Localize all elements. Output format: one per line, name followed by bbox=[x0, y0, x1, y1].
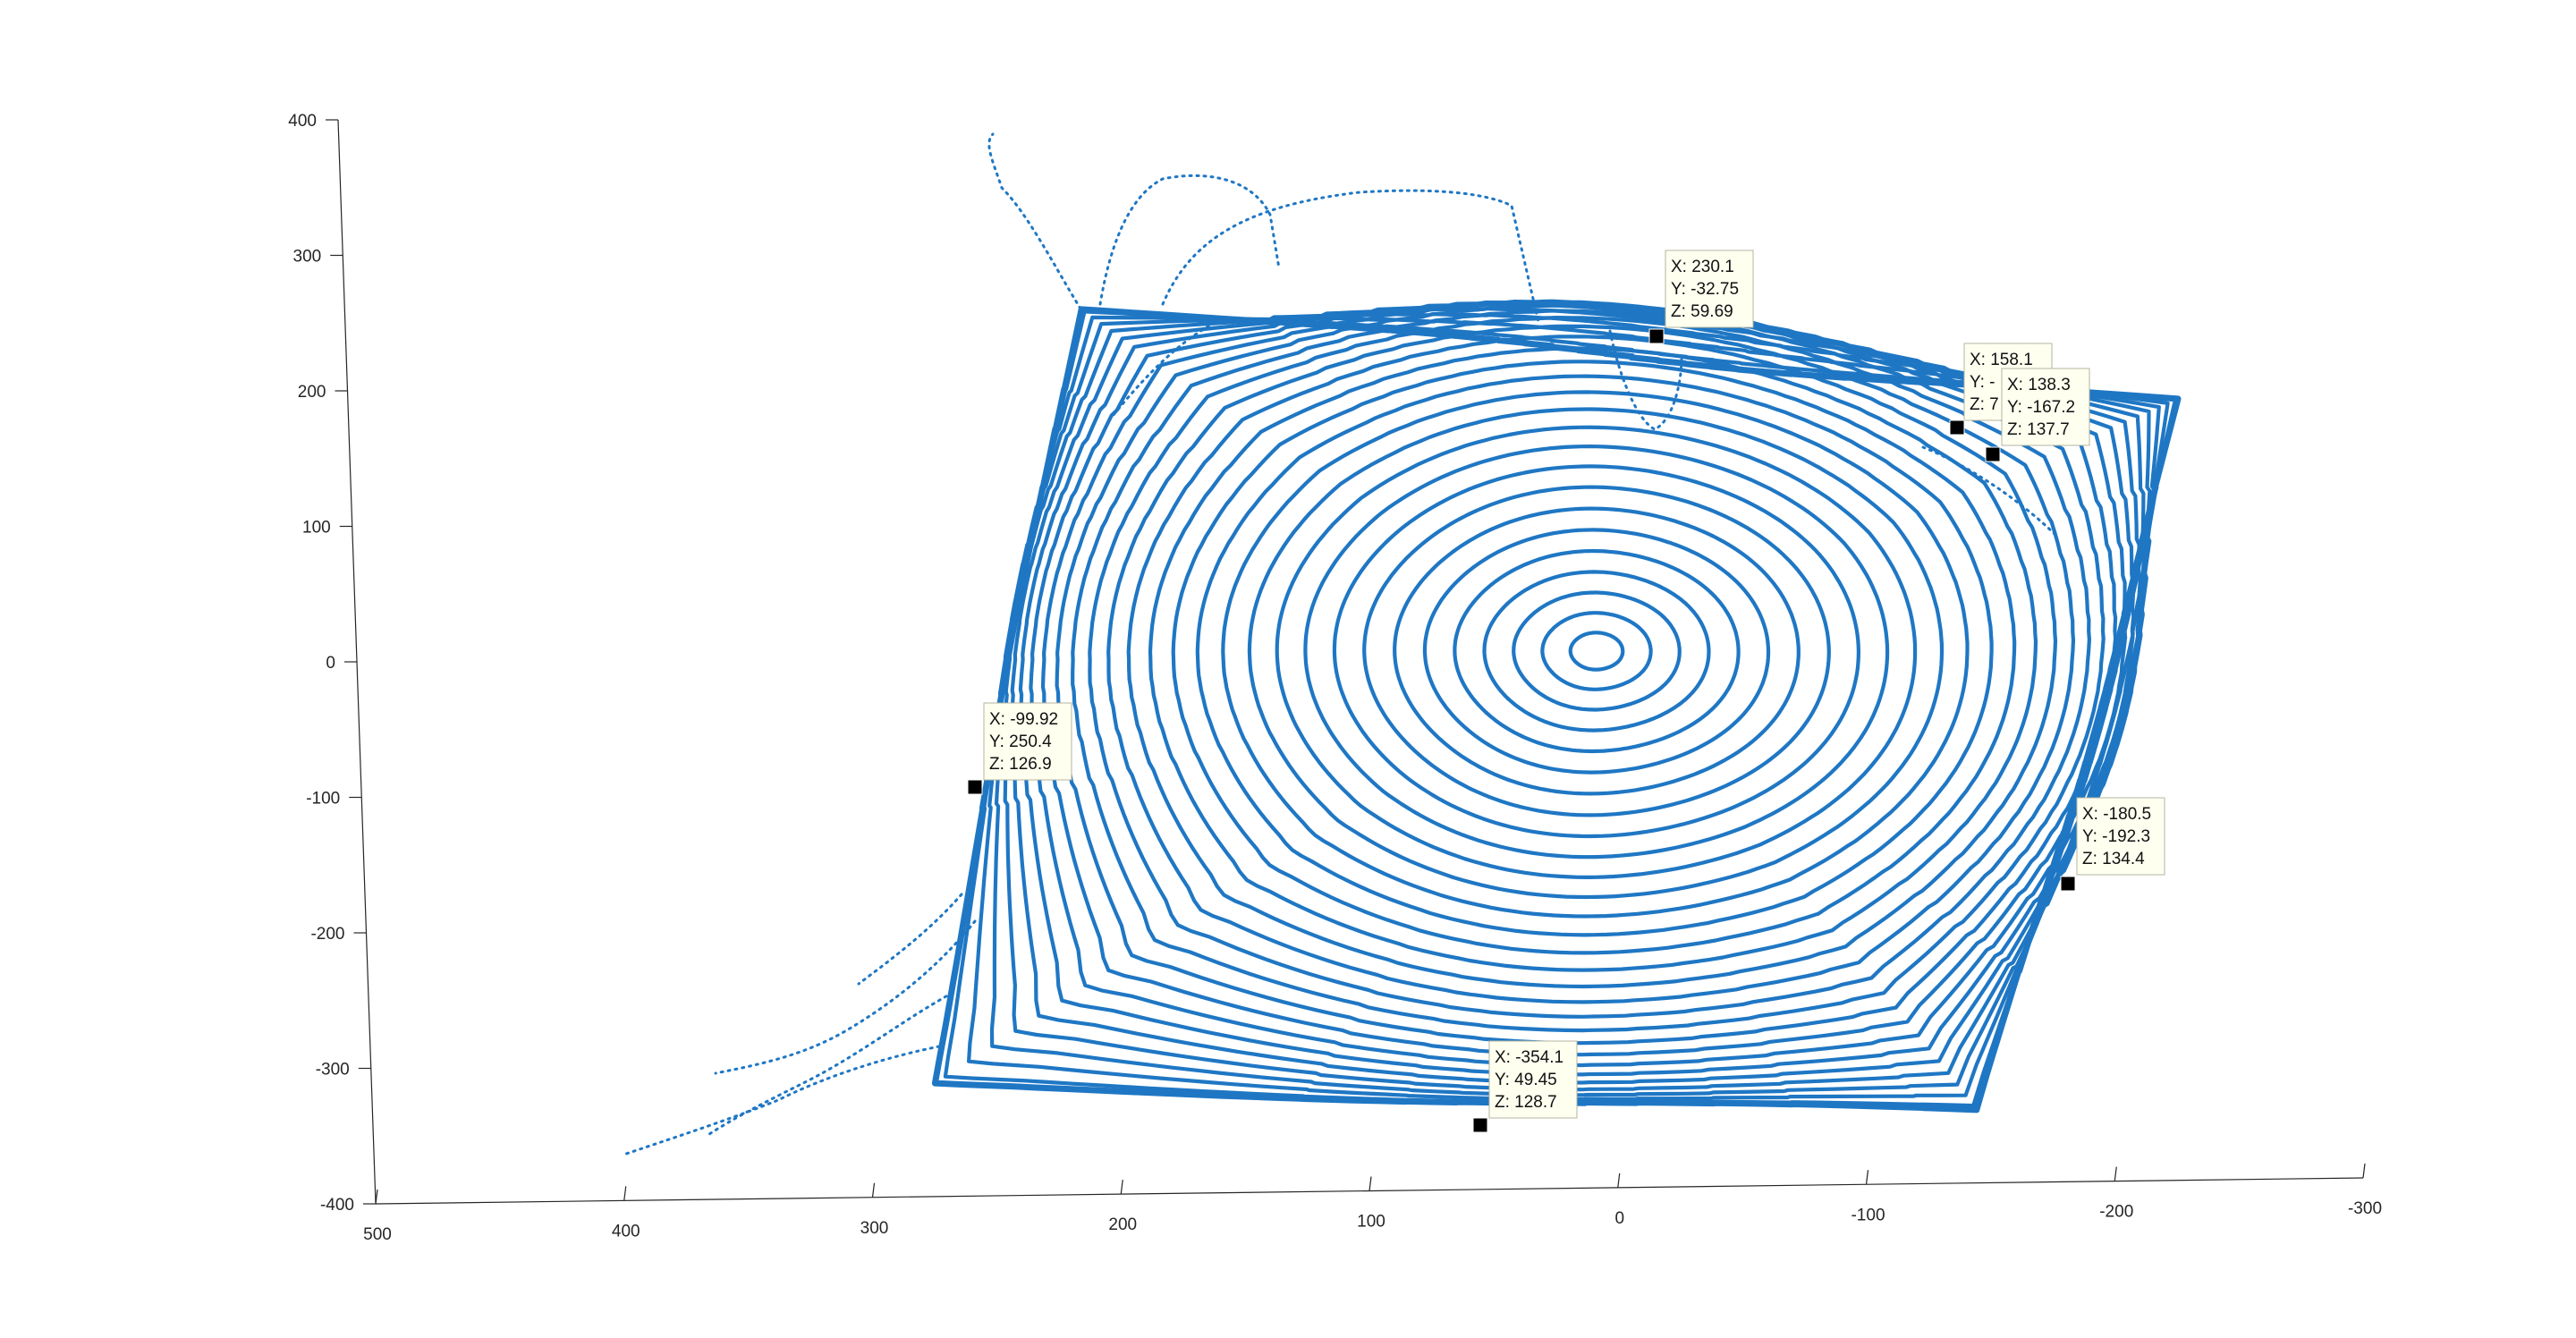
x-tick-label: 500 bbox=[363, 1225, 392, 1244]
axes: 400 300 200 100 0 -100 -200 -300 -400 500 400 300 2… bbox=[288, 112, 2382, 1244]
z-tick-label: 0 bbox=[326, 654, 335, 673]
x-tick-mark bbox=[623, 1186, 627, 1201]
contour-ring bbox=[1018, 300, 2142, 1077]
contour-ring bbox=[1453, 548, 1741, 754]
z-tick-label: 200 bbox=[298, 383, 326, 402]
contour-ring bbox=[931, 306, 2182, 1114]
datatip-box bbox=[2076, 797, 2165, 876]
x-tick-label: -100 bbox=[1851, 1206, 1885, 1224]
datatip-z-label: Z: 7 bbox=[1970, 395, 1999, 414]
datatip-z-label: Z: 59.69 bbox=[1671, 302, 1733, 321]
datatip[interactable]: X: 138.3 Y: -167.2 Z: 137.7 bbox=[1985, 368, 2090, 462]
x-tick-mark bbox=[2114, 1166, 2117, 1181]
datatip-marker[interactable] bbox=[1985, 446, 2001, 462]
contour-ring bbox=[1362, 485, 1831, 817]
x-tick-mark bbox=[1865, 1170, 1869, 1185]
datatips: X: 230.1 Y: -32.75 Z: 59.69 X: 158.1 Y: - Z: … bbox=[967, 250, 2165, 1133]
x-tick-mark bbox=[871, 1182, 876, 1198]
x-tick-mark bbox=[1120, 1180, 1123, 1195]
contour-ring bbox=[1303, 445, 1890, 860]
data-series bbox=[624, 132, 2182, 1156]
datatip-z-label: Z: 126.9 bbox=[989, 755, 1052, 774]
contour-ring bbox=[1106, 324, 2076, 1004]
x-tick-label: 100 bbox=[1357, 1213, 1385, 1232]
x-tick-mark bbox=[1368, 1176, 1372, 1191]
z-tick-label: -200 bbox=[310, 925, 344, 944]
datatip-y-label: Y: -192.3 bbox=[2082, 827, 2150, 846]
datatip-y-label: Y: -32.75 bbox=[1671, 280, 1739, 299]
contour-ring bbox=[1221, 390, 1970, 919]
contour-ring bbox=[1195, 374, 1994, 937]
datatip-y-label: Y: 49.45 bbox=[1495, 1071, 1557, 1089]
contour-ring bbox=[1247, 407, 1945, 900]
datatip-y-label: Y: 250.4 bbox=[989, 733, 1052, 751]
contour-ring bbox=[1482, 570, 1711, 733]
x-tick-mark bbox=[1617, 1173, 1621, 1188]
datatip-z-label: Z: 137.7 bbox=[2007, 420, 2070, 439]
z-tick-label: 300 bbox=[293, 248, 322, 267]
scan-trail bbox=[714, 919, 977, 1075]
x-tick-label: -200 bbox=[2099, 1203, 2133, 1222]
scan-trail bbox=[1098, 174, 1281, 306]
contour-ring bbox=[1010, 302, 2148, 1085]
datatip-box bbox=[983, 702, 1072, 781]
contour-ring bbox=[1275, 425, 1918, 879]
x-tick-mark bbox=[375, 1189, 378, 1205]
contour-ring bbox=[1393, 506, 1801, 796]
x-tick-label: -300 bbox=[2348, 1199, 2382, 1218]
z-tick-label: -400 bbox=[320, 1196, 354, 1215]
datatip-y-label: Y: - bbox=[1970, 373, 1996, 392]
scan-trail bbox=[1107, 320, 1218, 422]
scan-trail bbox=[987, 132, 1082, 310]
contour-ring bbox=[1148, 346, 2038, 972]
scan-trail bbox=[705, 991, 954, 1138]
datatip[interactable]: X: -354.1 Y: 49.45 Z: 128.7 bbox=[1472, 1040, 1578, 1133]
x-tick-label: 200 bbox=[1108, 1215, 1137, 1234]
z-tick-label: -100 bbox=[306, 790, 340, 809]
contour-ring bbox=[1568, 631, 1625, 672]
datatip[interactable]: X: 230.1 Y: -32.75 Z: 59.69 bbox=[1648, 250, 1754, 344]
scan-trail bbox=[1161, 189, 1540, 324]
datatip-z-label: Z: 134.4 bbox=[2082, 850, 2145, 868]
datatip-marker[interactable] bbox=[2060, 876, 2076, 892]
z-tick-label: 400 bbox=[288, 112, 317, 131]
z-tick-label: -300 bbox=[316, 1061, 350, 1080]
datatip-x-label: X: 158.1 bbox=[1970, 351, 2033, 369]
scan-trail bbox=[857, 893, 963, 986]
datatip-marker[interactable] bbox=[1949, 419, 1965, 436]
datatip[interactable]: X: -99.92 Y: 250.4 Z: 126.9 bbox=[967, 702, 1072, 795]
contour-ring bbox=[1422, 528, 1771, 775]
datatip-x-label: X: -99.92 bbox=[989, 710, 1058, 729]
datatip-x-label: X: -180.5 bbox=[2082, 805, 2151, 824]
x-tick-mark bbox=[2362, 1163, 2366, 1179]
datatip-marker[interactable] bbox=[967, 779, 983, 795]
datatip-marker[interactable] bbox=[1472, 1117, 1488, 1133]
z-ticks: 400 300 200 100 0 -100 -200 -300 -400 bbox=[288, 112, 376, 1215]
datatip-x-label: X: 138.3 bbox=[2007, 376, 2071, 394]
contour-ring bbox=[1332, 464, 1860, 839]
scan-trail bbox=[1921, 445, 2059, 538]
x-ticks: 500 400 300 200 100 0 -100 -200 -300 bbox=[363, 1163, 2382, 1244]
z-tick-label: 100 bbox=[302, 519, 331, 538]
datatip-box bbox=[1665, 250, 1754, 328]
datatip-z-label: Z: 128.7 bbox=[1495, 1093, 1557, 1112]
scan-trail bbox=[624, 1045, 941, 1156]
contour-ring bbox=[1540, 611, 1653, 691]
contour-ring bbox=[1512, 590, 1682, 712]
datatip-x-label: X: -354.1 bbox=[1495, 1048, 1563, 1067]
datatip-y-label: Y: -167.2 bbox=[2007, 398, 2075, 417]
datatip[interactable]: X: -180.5 Y: -192.3 Z: 134.4 bbox=[2060, 797, 2165, 892]
scan-trail bbox=[1608, 329, 1683, 431]
datatip-box bbox=[1488, 1040, 1578, 1119]
x-tick-label: 300 bbox=[860, 1219, 889, 1238]
x-tick-label: 400 bbox=[612, 1222, 640, 1241]
datatip-marker[interactable] bbox=[1648, 328, 1665, 344]
contour-ring bbox=[1171, 360, 2017, 955]
datatip-box bbox=[2001, 368, 2090, 446]
datatip-x-label: X: 230.1 bbox=[1671, 258, 1734, 276]
x-tick-label: 0 bbox=[1614, 1209, 1624, 1228]
